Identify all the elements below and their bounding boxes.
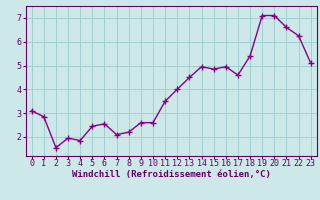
X-axis label: Windchill (Refroidissement éolien,°C): Windchill (Refroidissement éolien,°C) [72,170,271,179]
